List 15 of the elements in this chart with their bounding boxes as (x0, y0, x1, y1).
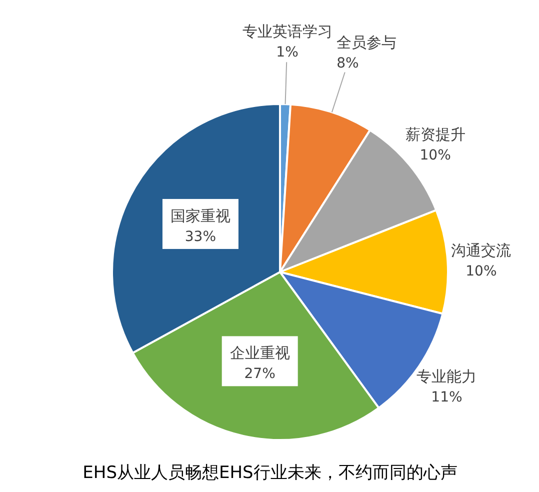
slice-label: 专业能力 (416, 367, 477, 386)
data-label: 27% (244, 366, 276, 382)
data-label: 11% (431, 389, 462, 406)
data-label: 8% (336, 56, 359, 72)
slice-label: 沟通交流 (451, 241, 512, 260)
data-label: 10% (466, 263, 497, 280)
slice-label: 专业英语学习 (242, 22, 332, 40)
slice-label: 企业重视 (230, 344, 290, 362)
slice-label: 国家重视 (170, 206, 230, 225)
data-label: 1% (276, 44, 298, 60)
data-label: 33% (184, 228, 216, 245)
text: EHS从业人员畅想EHS行业未来，不约而同的心声 (82, 463, 458, 483)
slice-label: 薪资提升 (405, 125, 466, 144)
data-label: 10% (420, 147, 451, 164)
slice-label: 全员参与 (336, 34, 397, 52)
